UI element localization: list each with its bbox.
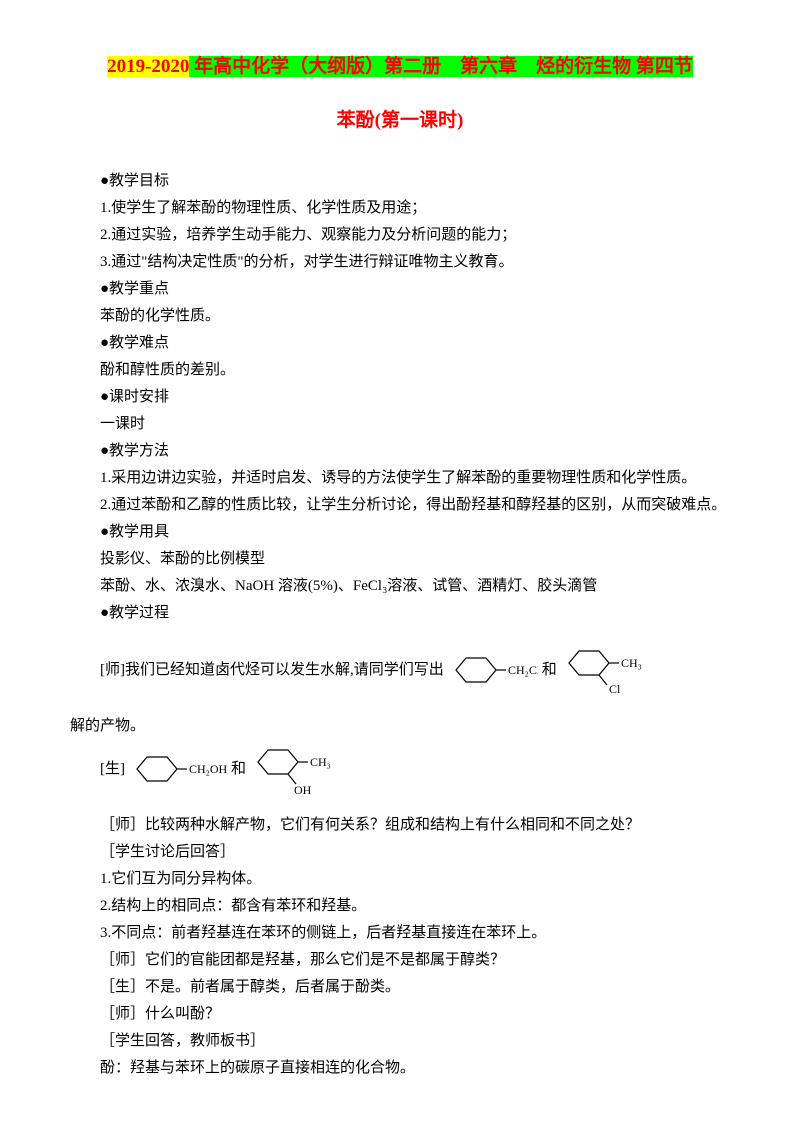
definition: 酚：羟基与苯环上的碳原子直接相连的化合物。 [70, 1055, 730, 1082]
teacher-line-1: [师]我们已经知道卤代烃可以发生水解,请同学们写出 CH₂Cl 和 CH₃ Cl [100, 641, 730, 699]
tools-2: 苯酚、水、浓溴水、NaOH 溶液(5%)、FeCl₃溶液、试管、酒精灯、胶头滴管 [70, 573, 730, 600]
difficulty-text: 酚和醇性质的差别。 [70, 357, 730, 384]
student1-text1: [生] [100, 756, 125, 783]
chlorotoluene-icon: CH₃ Cl [561, 641, 651, 699]
student-2: ［生］不是。前者属于醇类，后者属于酚类。 [70, 974, 730, 1001]
student-line-1: [生] CH₂OH 和 CH₃ OH [100, 740, 730, 798]
objective-3: 3.通过"结构决定性质"的分析，对学生进行辩证唯物主义教育。 [70, 249, 730, 276]
student1-text2: 和 [231, 756, 246, 783]
cresol-icon: CH₃ OH [250, 740, 340, 798]
svg-text:CH₂OH: CH₂OH [189, 762, 227, 776]
svg-text:Cl: Cl [609, 682, 621, 696]
teacher-2: ［师］比较两种水解产物，它们有何关系？组成和结构上有什么相同和不同之处？ [70, 812, 730, 839]
content-body: ●教学目标 1.使学生了解苯酚的物理性质、化学性质及用途； 2.通过实验，培养学… [70, 168, 730, 1082]
answer-3: 3.不同点：前者羟基连在苯环的侧链上，后者羟基直接连在苯环上。 [70, 920, 730, 947]
difficulty-header: ●教学难点 [70, 330, 730, 357]
objective-1: 1.使学生了解苯酚的物理性质、化学性质及用途； [70, 195, 730, 222]
teacher1-text1: [师]我们已经知道卤代烃可以发生水解,请同学们写出 [100, 657, 444, 684]
objectives-header: ●教学目标 [70, 168, 730, 195]
tools-header: ●教学用具 [70, 519, 730, 546]
student-answer: ［学生回答，教师板书］ [70, 1028, 730, 1055]
benzyl-chloride-icon: CH₂Cl [448, 650, 538, 690]
title-year-highlight: 2019-2020 [107, 56, 189, 77]
title-line-1: 2019-2020 年高中化学（大纲版）第二册 第六章 烃的衍生物 第四节 [70, 50, 730, 84]
benzyl-alcohol-icon: CH₂OH [129, 749, 227, 789]
answer-2: 2.结构上的相同点：都含有苯环和羟基。 [70, 893, 730, 920]
objective-2: 2.通过实验，培养学生动手能力、观察能力及分析问题的能力； [70, 222, 730, 249]
method-header: ●教学方法 [70, 438, 730, 465]
page-container: 2019-2020 年高中化学（大纲版）第二册 第六章 烃的衍生物 第四节 苯酚… [70, 50, 730, 1082]
title-rest-highlight: 年高中化学（大纲版）第二册 第六章 烃的衍生物 第四节 [189, 56, 693, 77]
teacher1-end: 解的产物。 [70, 713, 730, 740]
schedule-text: 一课时 [70, 411, 730, 438]
keypoint-header: ●教学重点 [70, 276, 730, 303]
svg-text:CH₃: CH₃ [621, 656, 642, 670]
discuss: ［学生讨论后回答］ [70, 839, 730, 866]
tools-1: 投影仪、苯酚的比例模型 [70, 546, 730, 573]
method-2: 2.通过苯酚和乙醇的性质比较，让学生分析讨论，得出酚羟基和醇羟基的区别，从而突破… [70, 492, 730, 519]
teacher1-text2: 和 [542, 657, 557, 684]
title-line-2: 苯酚(第一课时) [70, 104, 730, 138]
method-1: 1.采用边讲边实验，并适时启发、诱导的方法使学生了解苯酚的重要物理性质和化学性质… [70, 465, 730, 492]
process-header: ●教学过程 [70, 600, 730, 627]
svg-text:OH: OH [294, 783, 312, 797]
svg-text:CH₃: CH₃ [310, 755, 331, 769]
schedule-header: ●课时安排 [70, 384, 730, 411]
teacher-4: ［师］什么叫酚？ [70, 1001, 730, 1028]
answer-1: 1.它们互为同分异构体。 [70, 866, 730, 893]
keypoint-text: 苯酚的化学性质。 [70, 303, 730, 330]
svg-text:CH₂Cl: CH₂Cl [508, 663, 538, 677]
teacher-3: ［师］它们的官能团都是羟基，那么它们是不是都属于醇类？ [70, 947, 730, 974]
